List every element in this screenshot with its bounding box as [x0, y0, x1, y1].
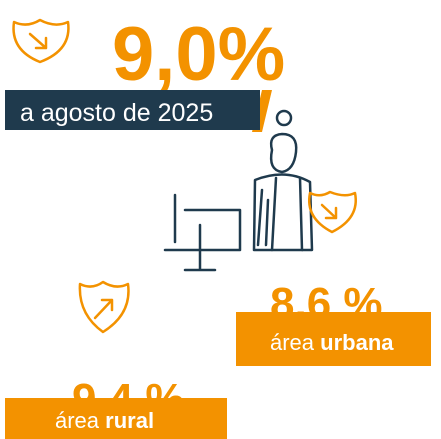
shield-icon-down — [12, 18, 70, 64]
shield-icon-up — [78, 280, 130, 334]
rural-label-prefix: área — [55, 408, 100, 433]
headline-value: 9,0% — [112, 12, 285, 97]
urban-label-prefix: área — [270, 330, 315, 355]
urban-label: área urbana — [270, 330, 394, 355]
person-illustration — [163, 109, 357, 272]
headline-subtitle: a agosto de 2025 — [20, 99, 213, 127]
rural-label: área rural — [55, 408, 154, 433]
urban-label-strong: urbana — [320, 330, 394, 355]
rural-box — [5, 398, 227, 439]
rural-label-strong: rural — [105, 408, 154, 433]
urban-box — [236, 312, 431, 366]
banner — [5, 90, 260, 130]
